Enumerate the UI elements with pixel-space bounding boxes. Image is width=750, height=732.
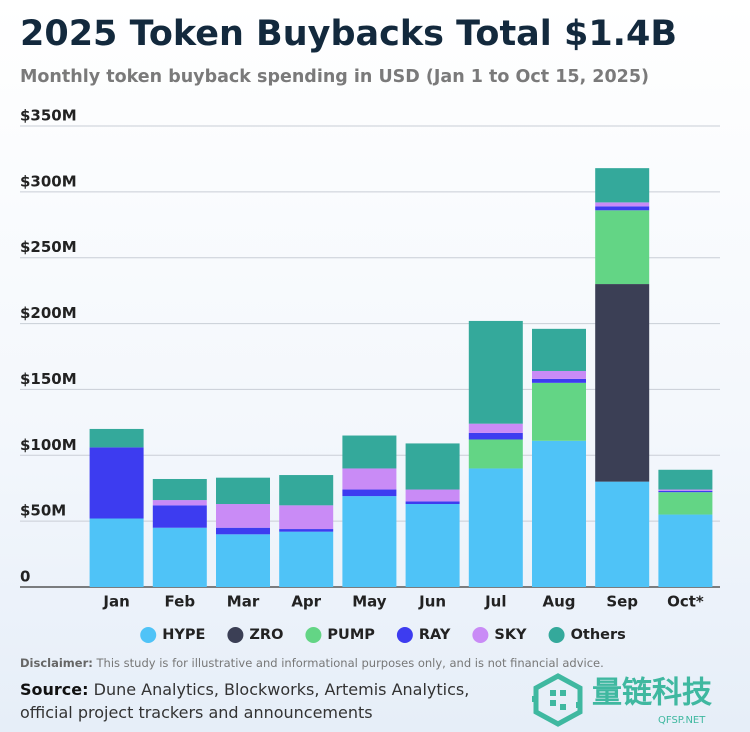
chart-subtitle: Monthly token buyback spending in USD (J…	[20, 67, 649, 87]
bar-segment	[532, 440, 586, 587]
y-tick-label: $250M	[20, 238, 77, 256]
bar-segment	[342, 496, 397, 587]
bar-segment	[658, 489, 713, 491]
bar-segment	[216, 477, 270, 505]
bar-segment	[89, 447, 144, 519]
bar-segment	[216, 527, 270, 535]
bar-segment	[405, 504, 460, 587]
y-tick-label: $200M	[20, 304, 77, 322]
bar-segment	[342, 468, 397, 490]
legend-label: PUMP	[327, 627, 375, 643]
x-tick-label: Oct*	[667, 593, 704, 611]
x-tick-label: Apr	[291, 593, 321, 611]
bar-segment	[532, 370, 586, 379]
bar-segment	[532, 328, 586, 371]
bar-segment	[658, 492, 713, 515]
legend-label: HYPE	[162, 627, 205, 643]
bar-segment	[279, 505, 334, 530]
bar-segment	[595, 206, 650, 211]
source-label: Source:	[20, 680, 89, 699]
bar-segment	[532, 382, 586, 441]
bar-segment	[468, 423, 523, 433]
legend-swatch	[227, 627, 244, 643]
legend-label: SKY	[494, 627, 527, 643]
bar-segment	[595, 481, 650, 587]
legend-label: ZRO	[249, 627, 283, 643]
bar-segment	[216, 534, 270, 587]
x-tick-label: Jan	[102, 593, 129, 611]
bar-segment	[342, 489, 397, 497]
legend-label: Others	[571, 627, 626, 643]
y-tick-label: $350M	[20, 107, 77, 125]
source-line: official project trackers and announceme…	[20, 703, 373, 722]
bar-segment	[89, 428, 144, 448]
bar-segment	[658, 490, 713, 493]
y-tick-label: $100M	[20, 436, 77, 454]
chart-title: 2025 Token Buybacks Total $1.4B	[20, 14, 677, 54]
bar-segment	[532, 378, 586, 383]
bar-segment	[658, 469, 713, 490]
bar-segment	[152, 500, 207, 506]
bar-segment	[279, 531, 334, 587]
y-tick-label: $300M	[20, 172, 77, 190]
y-tick-label: $150M	[20, 370, 77, 388]
bar-segment	[468, 439, 523, 469]
y-tick-label: 0	[20, 568, 30, 586]
watermark-name: 量链科技	[592, 676, 712, 711]
x-tick-label: Jun	[418, 593, 446, 611]
bar-segment	[405, 501, 460, 505]
bar-segment	[152, 505, 207, 528]
legend-swatch	[140, 627, 157, 643]
bar-segment	[152, 527, 207, 587]
disclaimer-text: This study is for illustrative and infor…	[96, 656, 604, 670]
bar-segment	[595, 284, 650, 482]
legend-swatch	[472, 627, 489, 643]
bar-segment	[405, 489, 460, 502]
bar-segment	[468, 468, 523, 587]
bar-segment	[279, 475, 334, 506]
bar-segment	[468, 320, 523, 424]
bar-segment	[658, 514, 713, 587]
watermark-logo	[532, 673, 583, 727]
legend-swatch	[305, 627, 322, 643]
bar-segment	[89, 518, 144, 587]
source: Source: Dune Analytics, Blockworks, Arte…	[20, 678, 469, 724]
bar-segment	[595, 210, 650, 285]
x-tick-label: Mar	[227, 593, 260, 611]
watermark: 量链科技 QFSP.NET	[532, 673, 712, 727]
bar-segment	[279, 529, 334, 532]
x-tick-label: Feb	[165, 593, 196, 611]
bar-segment	[405, 443, 460, 490]
legend-swatch	[396, 627, 413, 643]
bar-segment	[595, 168, 650, 203]
source-line: Dune Analytics, Blockworks, Artemis Anal…	[93, 680, 470, 699]
legend-label: RAY	[419, 627, 451, 643]
disclaimer: Disclaimer: This study is for illustrati…	[20, 656, 604, 670]
y-tick-label: $50M	[20, 502, 66, 520]
legend: HYPE ZRO PUMP RAY SKY Others	[140, 627, 626, 643]
chart: 2025 Token Buybacks Total $1.4B Monthly …	[20, 14, 720, 643]
disclaimer-label: Disclaimer:	[20, 656, 93, 670]
bar-segment	[216, 504, 270, 528]
watermark-url: QFSP.NET	[658, 715, 706, 726]
x-tick-label: Sep	[606, 593, 638, 611]
x-tick-label: Jul	[484, 593, 506, 611]
legend-swatch	[548, 627, 565, 643]
bar-segment	[595, 202, 650, 207]
bar-segment	[342, 435, 397, 469]
x-tick-label: May	[352, 593, 387, 611]
bars: Jan Feb Mar Apr May Jun Jul Aug Sep Oct*	[89, 168, 713, 611]
bar-segment	[468, 432, 523, 440]
bar-segment	[152, 478, 207, 501]
x-tick-label: Aug	[542, 593, 575, 611]
